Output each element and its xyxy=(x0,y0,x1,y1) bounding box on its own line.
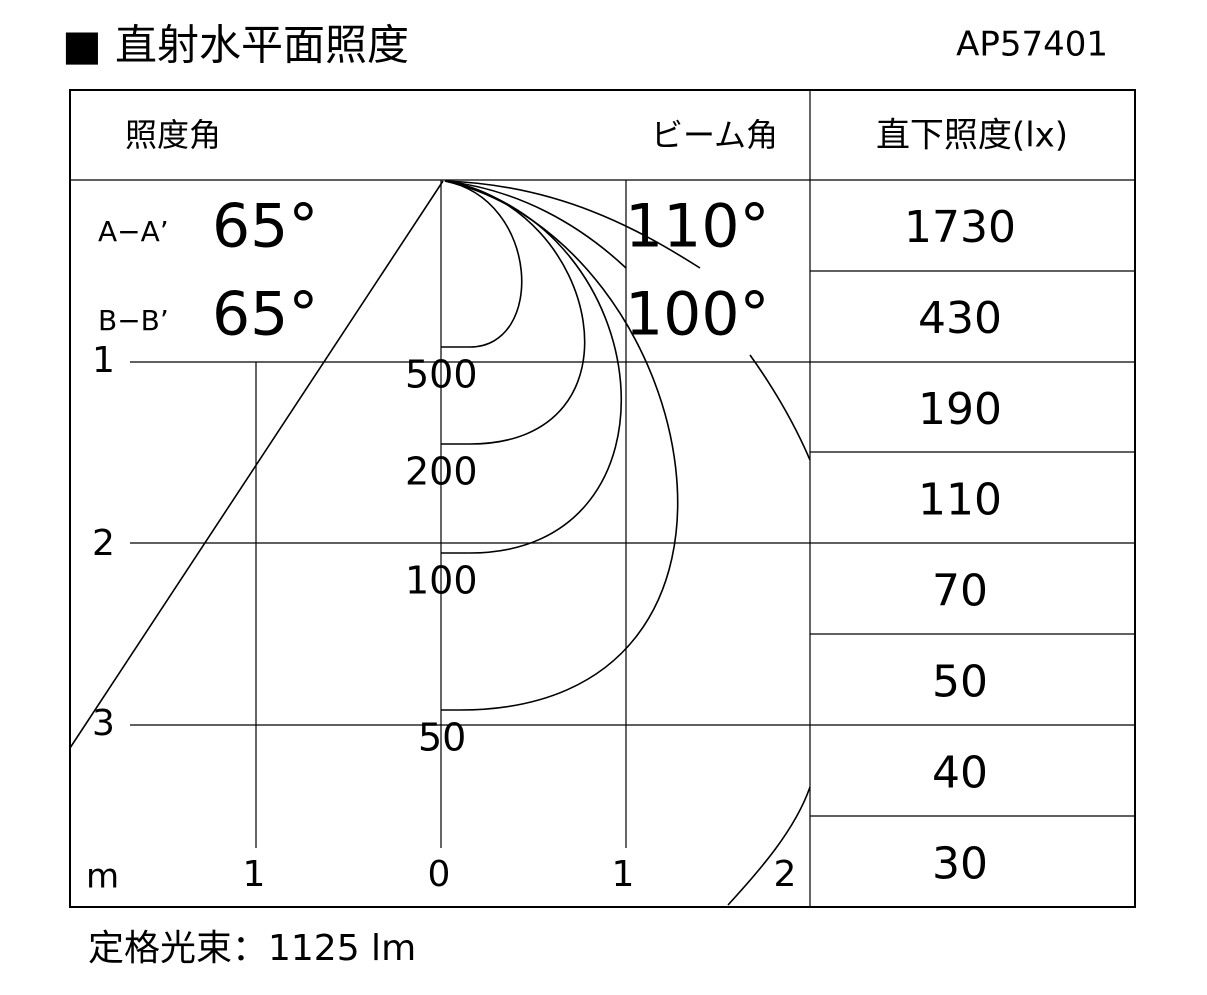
y-tick-label: 3 xyxy=(92,703,115,744)
table-value: 1730 xyxy=(904,202,1016,253)
beam-angle-label: ビーム角 xyxy=(651,116,778,154)
contour-label: 100 xyxy=(405,559,478,603)
table-value: 30 xyxy=(932,838,988,889)
y-tick-label: 1 xyxy=(92,340,115,381)
curves xyxy=(69,180,811,906)
title: ■ 直射水平面照度 xyxy=(62,21,409,70)
axis-unit: m xyxy=(86,857,119,897)
contour-label: 200 xyxy=(405,450,478,494)
illuminance-angle-label: 照度角 xyxy=(125,116,221,154)
table-header: 直下照度(lx) xyxy=(876,116,1068,156)
x-tick-label: 1 xyxy=(243,854,266,895)
table-value: 40 xyxy=(932,747,988,798)
section: B−B’ xyxy=(98,304,169,337)
illuminance-angle: 65° xyxy=(212,280,318,350)
beam-angle: 100° xyxy=(625,280,770,350)
frame xyxy=(69,89,1136,908)
table-rules xyxy=(810,270,1135,817)
table-value: 110 xyxy=(918,475,1002,526)
table-value: 190 xyxy=(918,384,1002,435)
x-tick-label: 1 xyxy=(612,854,635,895)
contour-label: 500 xyxy=(405,353,478,397)
table-value: 430 xyxy=(918,293,1002,344)
grid xyxy=(130,180,810,848)
x-tick-label: 2 xyxy=(774,854,797,895)
beam-angle: 110° xyxy=(625,192,770,262)
x-tick-label: 0 xyxy=(428,854,451,895)
section: A−A’ xyxy=(98,215,169,248)
contour-label: 50 xyxy=(418,716,466,760)
footer: 定格光束：1125 lm xyxy=(88,928,416,969)
table-values: 1730 430 190 110 70 50 40 30 xyxy=(904,202,1016,889)
illuminance-angle: 65° xyxy=(212,192,318,262)
y-tick-label: 2 xyxy=(92,523,115,564)
table-value: 50 xyxy=(932,656,988,707)
model: AP57401 xyxy=(956,25,1108,65)
table-value: 70 xyxy=(932,566,988,617)
